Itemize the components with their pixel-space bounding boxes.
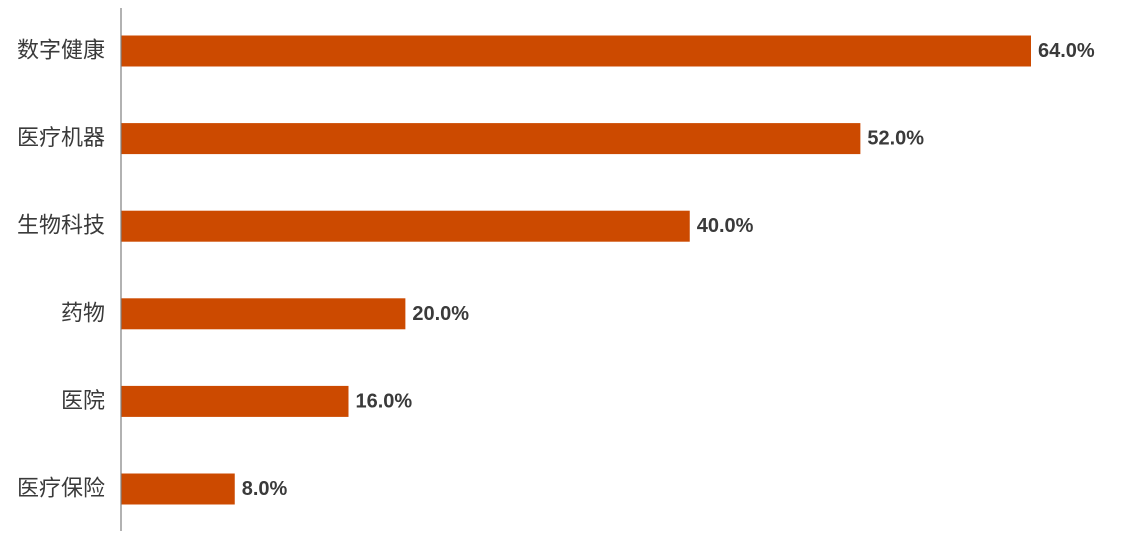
- value-label-5: 8.0%: [242, 478, 288, 500]
- value-label-3: 20.0%: [412, 303, 469, 325]
- bar-0: [121, 35, 1031, 67]
- bar-2: [121, 210, 690, 242]
- category-label-0: 数字健康: [17, 39, 105, 64]
- value-labels-group: 64.0% 52.0% 40.0% 20.0% 16.0% 8.0%: [242, 40, 1095, 500]
- bar-4: [121, 385, 349, 417]
- category-label-3: 药物: [61, 301, 105, 326]
- value-label-0: 64.0%: [1038, 40, 1095, 62]
- bar-5: [121, 473, 235, 505]
- category-label-2: 生物科技: [17, 214, 105, 239]
- value-label-4: 16.0%: [356, 390, 413, 412]
- category-label-5: 医疗保险: [17, 477, 105, 502]
- category-label-4: 医院: [61, 389, 105, 414]
- bar-3: [121, 298, 406, 330]
- bar-1: [121, 123, 861, 155]
- bars-group: [121, 35, 1031, 505]
- value-label-1: 52.0%: [867, 128, 924, 150]
- category-label-1: 医疗机器: [17, 126, 105, 151]
- value-label-2: 40.0%: [697, 215, 754, 237]
